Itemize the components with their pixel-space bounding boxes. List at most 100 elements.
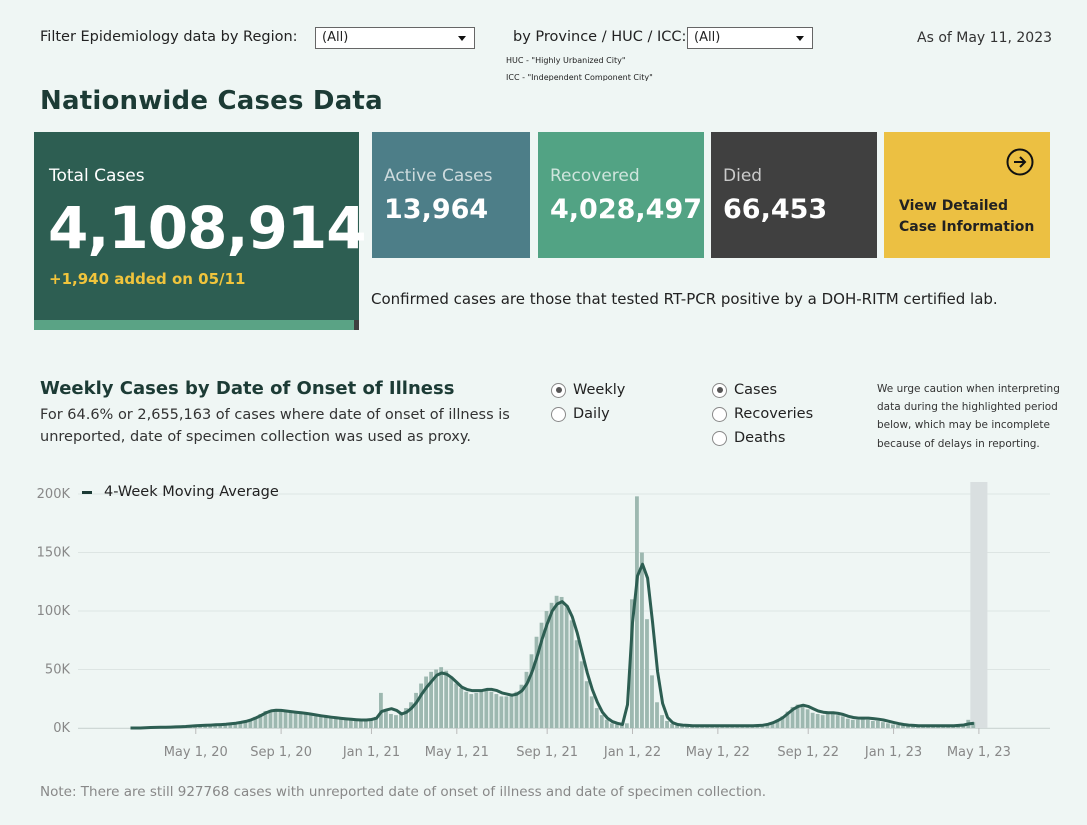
bar[interactable] [660, 715, 664, 728]
bar[interactable] [655, 702, 659, 728]
bar[interactable] [870, 720, 875, 728]
bar[interactable] [429, 671, 434, 728]
bar[interactable] [830, 713, 835, 728]
bar[interactable] [886, 723, 890, 728]
bar[interactable] [474, 692, 479, 728]
bar[interactable] [539, 622, 544, 728]
bar[interactable] [579, 661, 584, 728]
bar[interactable] [434, 669, 439, 729]
bar[interactable] [665, 720, 669, 728]
bar[interactable] [343, 719, 348, 728]
bar[interactable] [860, 718, 865, 728]
bar[interactable] [469, 694, 474, 728]
bar[interactable] [670, 723, 674, 728]
bar[interactable] [308, 715, 313, 728]
bar[interactable] [524, 671, 529, 728]
bar[interactable] [414, 692, 418, 728]
bar[interactable] [218, 724, 223, 728]
bar[interactable] [358, 720, 363, 728]
bar[interactable] [650, 675, 654, 728]
radio-weekly-dot[interactable] [551, 382, 566, 398]
bar[interactable] [805, 709, 810, 728]
bar[interactable] [439, 667, 444, 728]
bar[interactable] [389, 713, 393, 728]
bar[interactable] [323, 717, 328, 728]
bar[interactable] [614, 724, 619, 728]
radio-cases-dot[interactable] [712, 382, 727, 398]
bar[interactable] [444, 670, 449, 728]
bar[interactable] [253, 716, 258, 728]
bar[interactable] [494, 694, 499, 728]
bar[interactable] [554, 595, 559, 728]
bar[interactable] [424, 676, 428, 728]
bar[interactable] [288, 712, 293, 728]
bar[interactable] [419, 683, 423, 728]
bar[interactable] [348, 719, 353, 728]
bar[interactable] [559, 596, 564, 728]
arrow-right-circle-icon[interactable] [1006, 148, 1034, 176]
bar[interactable] [891, 724, 895, 728]
bar[interactable] [263, 711, 268, 728]
bar[interactable] [499, 696, 504, 728]
bar[interactable] [780, 716, 785, 728]
bar[interactable] [384, 710, 388, 728]
bar[interactable] [680, 725, 685, 728]
radio-deaths[interactable]: Deaths [712, 430, 785, 446]
bar[interactable] [599, 715, 604, 728]
view-detailed-case-info-button[interactable]: View Detailed Case Information [884, 132, 1050, 258]
bar[interactable] [835, 715, 840, 728]
bar[interactable] [800, 705, 805, 728]
bar[interactable] [514, 691, 519, 728]
bar[interactable] [850, 719, 855, 728]
bar[interactable] [896, 725, 900, 728]
bar[interactable] [313, 716, 318, 728]
radio-deaths-dot[interactable] [712, 430, 727, 446]
bar[interactable] [394, 715, 398, 728]
bar[interactable] [589, 696, 594, 728]
bar[interactable] [810, 712, 815, 728]
bar[interactable] [795, 704, 800, 728]
bar[interactable] [484, 690, 489, 728]
bar[interactable] [449, 676, 454, 728]
bar[interactable] [544, 611, 549, 728]
bar[interactable] [549, 602, 554, 728]
bar[interactable] [564, 606, 569, 728]
bar[interactable] [504, 696, 509, 728]
bar[interactable] [509, 695, 514, 728]
bar[interactable] [594, 708, 599, 728]
bar[interactable] [770, 722, 775, 728]
bar[interactable] [875, 720, 880, 728]
bar[interactable] [363, 720, 368, 728]
radio-recoveries[interactable]: Recoveries [712, 406, 813, 422]
bar[interactable] [519, 684, 524, 728]
radio-recoveries-dot[interactable] [712, 406, 727, 422]
bar[interactable] [569, 620, 574, 728]
bar[interactable] [243, 720, 248, 728]
bar[interactable] [630, 599, 634, 728]
bar[interactable] [399, 712, 403, 728]
bar[interactable] [971, 722, 976, 728]
bar[interactable] [901, 725, 905, 728]
bar[interactable] [609, 723, 614, 728]
bar[interactable] [479, 691, 484, 728]
radio-cases[interactable]: Cases [712, 382, 777, 398]
bar[interactable] [238, 722, 243, 728]
bar[interactable] [328, 718, 333, 728]
bar[interactable] [233, 722, 238, 728]
radio-daily-dot[interactable] [551, 406, 566, 422]
bar[interactable] [293, 712, 298, 728]
bar[interactable] [298, 713, 303, 728]
bar[interactable] [906, 725, 910, 728]
bar[interactable] [881, 722, 885, 728]
bar[interactable] [459, 688, 464, 728]
bar[interactable] [790, 706, 795, 728]
bar[interactable] [865, 719, 870, 728]
bar[interactable] [845, 718, 850, 728]
bar[interactable] [765, 723, 770, 728]
bar[interactable] [303, 713, 308, 728]
bar[interactable] [409, 702, 413, 728]
bar[interactable] [785, 711, 790, 728]
bar[interactable] [584, 681, 589, 728]
bar[interactable] [454, 683, 459, 728]
bar[interactable] [228, 723, 233, 728]
